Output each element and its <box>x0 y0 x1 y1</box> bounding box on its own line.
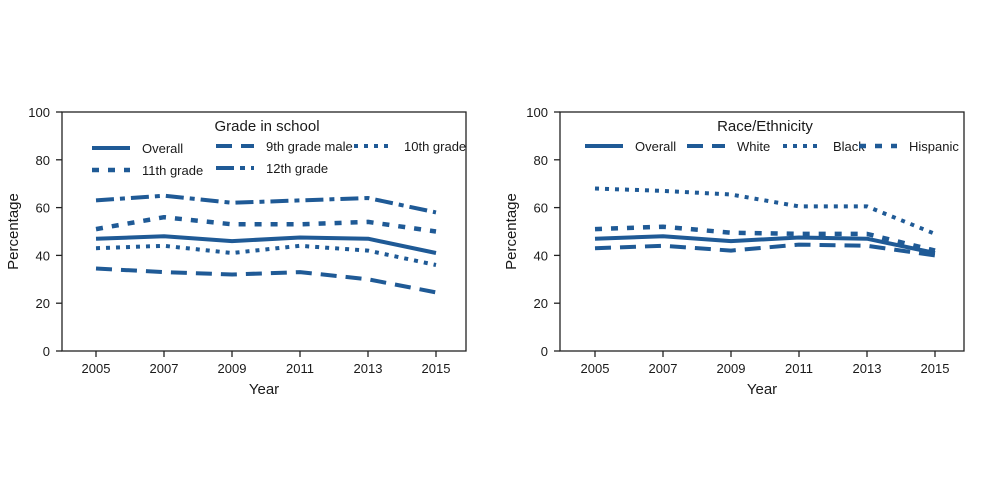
y-tick-label: 100 <box>28 105 50 120</box>
series-line-black <box>594 186 936 236</box>
y-tick-label: 60 <box>36 201 50 216</box>
x-tick-label: 2013 <box>354 361 383 376</box>
legend-label: Overall <box>635 139 676 154</box>
series-line-white <box>594 242 936 258</box>
legend-label: Black <box>833 139 865 154</box>
legend-label: 10th grade <box>404 139 466 154</box>
x-tick-label: 2007 <box>649 361 678 376</box>
chart-title: Race/Ethnicity <box>717 118 813 135</box>
x-tick-label: 2011 <box>286 361 314 376</box>
legend-label: 9th grade male <box>266 139 353 154</box>
y-tick-label: 80 <box>534 153 548 168</box>
x-axis-label: Year <box>747 381 777 398</box>
y-tick-label: 60 <box>534 201 548 216</box>
y-tick-label: 100 <box>526 105 548 120</box>
y-tick-label: 40 <box>36 248 50 263</box>
y-tick-label: 80 <box>36 153 50 168</box>
x-tick-label: 2007 <box>150 361 179 376</box>
series-line-overall <box>95 234 437 255</box>
series-line-9th-grade-male <box>95 266 437 295</box>
x-tick-label: 2005 <box>581 361 610 376</box>
x-tick-label: 2013 <box>853 361 882 376</box>
chart-race-ethnicity: 0 20 40 60 80 100 2005 2007 2009 2011 2013 2015 Year… <box>503 105 965 398</box>
series-line-11th-grade <box>95 214 437 234</box>
x-tick-label: 2009 <box>717 361 746 376</box>
legend-label: 12th grade <box>266 161 328 176</box>
x-tick-label: 2015 <box>422 361 451 376</box>
x-tick-label: 2015 <box>921 361 950 376</box>
y-tick-label: 40 <box>534 248 548 263</box>
legend-label: Overall <box>142 141 183 156</box>
series-line-overall <box>594 234 936 255</box>
x-tick-label: 2005 <box>82 361 111 376</box>
series-line-12th-grade <box>95 193 437 215</box>
y-axis-label: Percentage <box>503 193 520 270</box>
legend-label: 11th grade <box>142 163 203 178</box>
series-line-10th-grade <box>95 243 437 267</box>
x-tick-label: 2011 <box>785 361 813 376</box>
chart-grade-in-school: 0 20 40 60 80 100 2005 2007 2009 2011 2013 2015 Year… <box>5 105 467 398</box>
y-axis-label: Percentage <box>5 193 22 270</box>
legend-label: Hispanic <box>909 139 959 154</box>
y-tick-label: 20 <box>36 296 50 311</box>
legend-label: White <box>737 139 770 154</box>
x-tick-label: 2009 <box>218 361 247 376</box>
y-tick-label: 0 <box>541 344 548 359</box>
plot-frame <box>559 111 965 352</box>
chart-title: Grade in school <box>214 118 319 135</box>
y-tick-label: 20 <box>534 296 548 311</box>
x-axis-label: Year <box>249 381 279 398</box>
plot-frame <box>61 111 467 352</box>
y-tick-label: 0 <box>43 344 50 359</box>
